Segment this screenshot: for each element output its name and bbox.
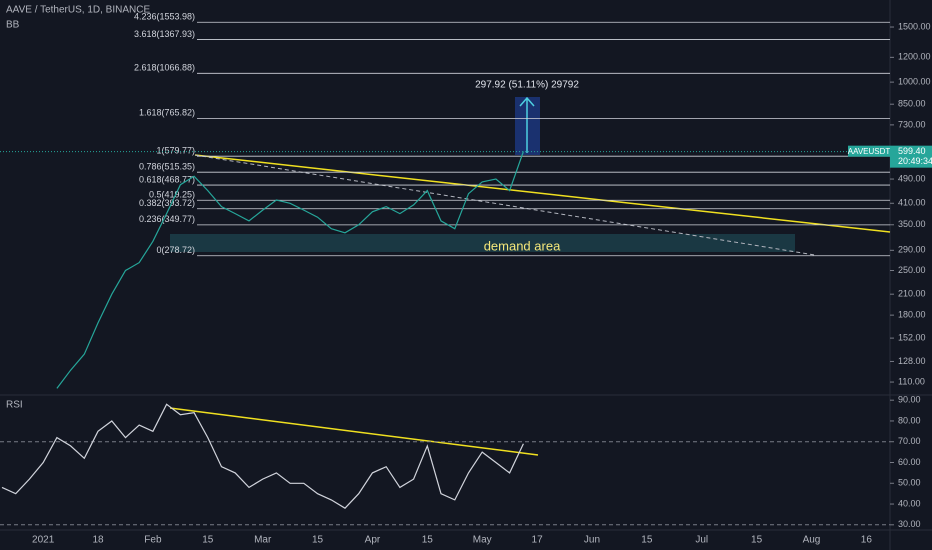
y-tick-label: 350.00 bbox=[898, 219, 926, 229]
fib-label: 2.618(1066.88) bbox=[134, 63, 195, 73]
fib-label: 0.382(393.72) bbox=[139, 198, 195, 208]
fib-label: 0.786(515.35) bbox=[139, 162, 195, 172]
y-tick-label: 60.00 bbox=[898, 457, 921, 467]
price-tag bbox=[848, 145, 890, 157]
x-tick-label: May bbox=[473, 535, 492, 546]
y-tick-label: 1500.00 bbox=[898, 21, 931, 31]
indicator-label: BB bbox=[6, 20, 20, 31]
y-tick-label: 180.00 bbox=[898, 310, 926, 320]
x-tick-label: 15 bbox=[751, 535, 763, 546]
fib-label: 0(278.72) bbox=[156, 245, 195, 255]
rsi-title: RSI bbox=[6, 400, 23, 411]
y-tick-label: 850.00 bbox=[898, 99, 926, 109]
y-tick-label: 410.00 bbox=[898, 198, 926, 208]
x-tick-label: Apr bbox=[365, 535, 381, 546]
x-tick-label: 17 bbox=[532, 535, 544, 546]
y-tick-label: 1000.00 bbox=[898, 76, 931, 86]
fib-label: 1(579.77) bbox=[156, 146, 195, 156]
y-tick-label: 90.00 bbox=[898, 395, 921, 405]
fib-label: 4.236(1553.98) bbox=[134, 12, 195, 22]
x-tick-label: 15 bbox=[312, 535, 324, 546]
price-tag-box bbox=[890, 145, 932, 168]
x-tick-label: Jun bbox=[584, 535, 600, 546]
trendline bbox=[194, 154, 891, 233]
x-tick-label: 2021 bbox=[32, 535, 55, 546]
y-tick-label: 290.00 bbox=[898, 245, 926, 255]
y-tick-label: 1200.00 bbox=[898, 52, 931, 62]
x-tick-label: 15 bbox=[422, 535, 434, 546]
y-tick-label: 210.00 bbox=[898, 289, 926, 299]
x-tick-label: 16 bbox=[861, 535, 873, 546]
y-tick-label: 250.00 bbox=[898, 265, 926, 275]
price-line bbox=[56, 151, 524, 389]
demand-zone bbox=[170, 234, 795, 252]
projection-arrow bbox=[519, 96, 535, 153]
y-tick-label: 730.00 bbox=[898, 119, 926, 129]
fib-label: 3.618(1367.93) bbox=[134, 29, 195, 39]
price-tag-value: 599.40 bbox=[898, 146, 926, 156]
x-tick-label: 18 bbox=[92, 535, 104, 546]
fib-label: 1.618(765.82) bbox=[139, 108, 195, 118]
demand-label: demand area bbox=[484, 238, 561, 253]
x-tick-label: 15 bbox=[202, 535, 214, 546]
y-tick-label: 128.00 bbox=[898, 356, 926, 366]
price-tag-symbol: AAVEUSDT bbox=[848, 147, 891, 156]
price-tag-countdown: 20:49:34 bbox=[898, 156, 932, 166]
x-tick-label: Mar bbox=[254, 535, 272, 546]
x-tick-label: Feb bbox=[144, 535, 162, 546]
rsi-line bbox=[1, 403, 524, 509]
y-tick-label: 50.00 bbox=[898, 478, 921, 488]
y-tick-label: 490.00 bbox=[898, 173, 926, 183]
fib-label: 0.618(468.77) bbox=[139, 174, 195, 184]
fib-label: 0.236(349.77) bbox=[139, 214, 195, 224]
x-tick-label: 15 bbox=[641, 535, 653, 546]
x-tick-label: Aug bbox=[803, 535, 821, 546]
y-tick-label: 152.00 bbox=[898, 332, 926, 342]
y-tick-label: 80.00 bbox=[898, 415, 921, 425]
y-tick-label: 30.00 bbox=[898, 519, 921, 529]
x-tick-label: Jul bbox=[695, 535, 708, 546]
y-tick-label: 70.00 bbox=[898, 436, 921, 446]
y-tick-label: 110.00 bbox=[898, 376, 925, 386]
fib-label: 0.5(419.25) bbox=[149, 190, 195, 200]
y-tick-label: 40.00 bbox=[898, 498, 921, 508]
symbol-title: AAVE / TetherUS, 1D, BINANCE bbox=[6, 5, 150, 16]
rsi-trendline bbox=[169, 407, 539, 456]
projection-label: 297.92 (51.11%) 29792 bbox=[475, 80, 579, 91]
